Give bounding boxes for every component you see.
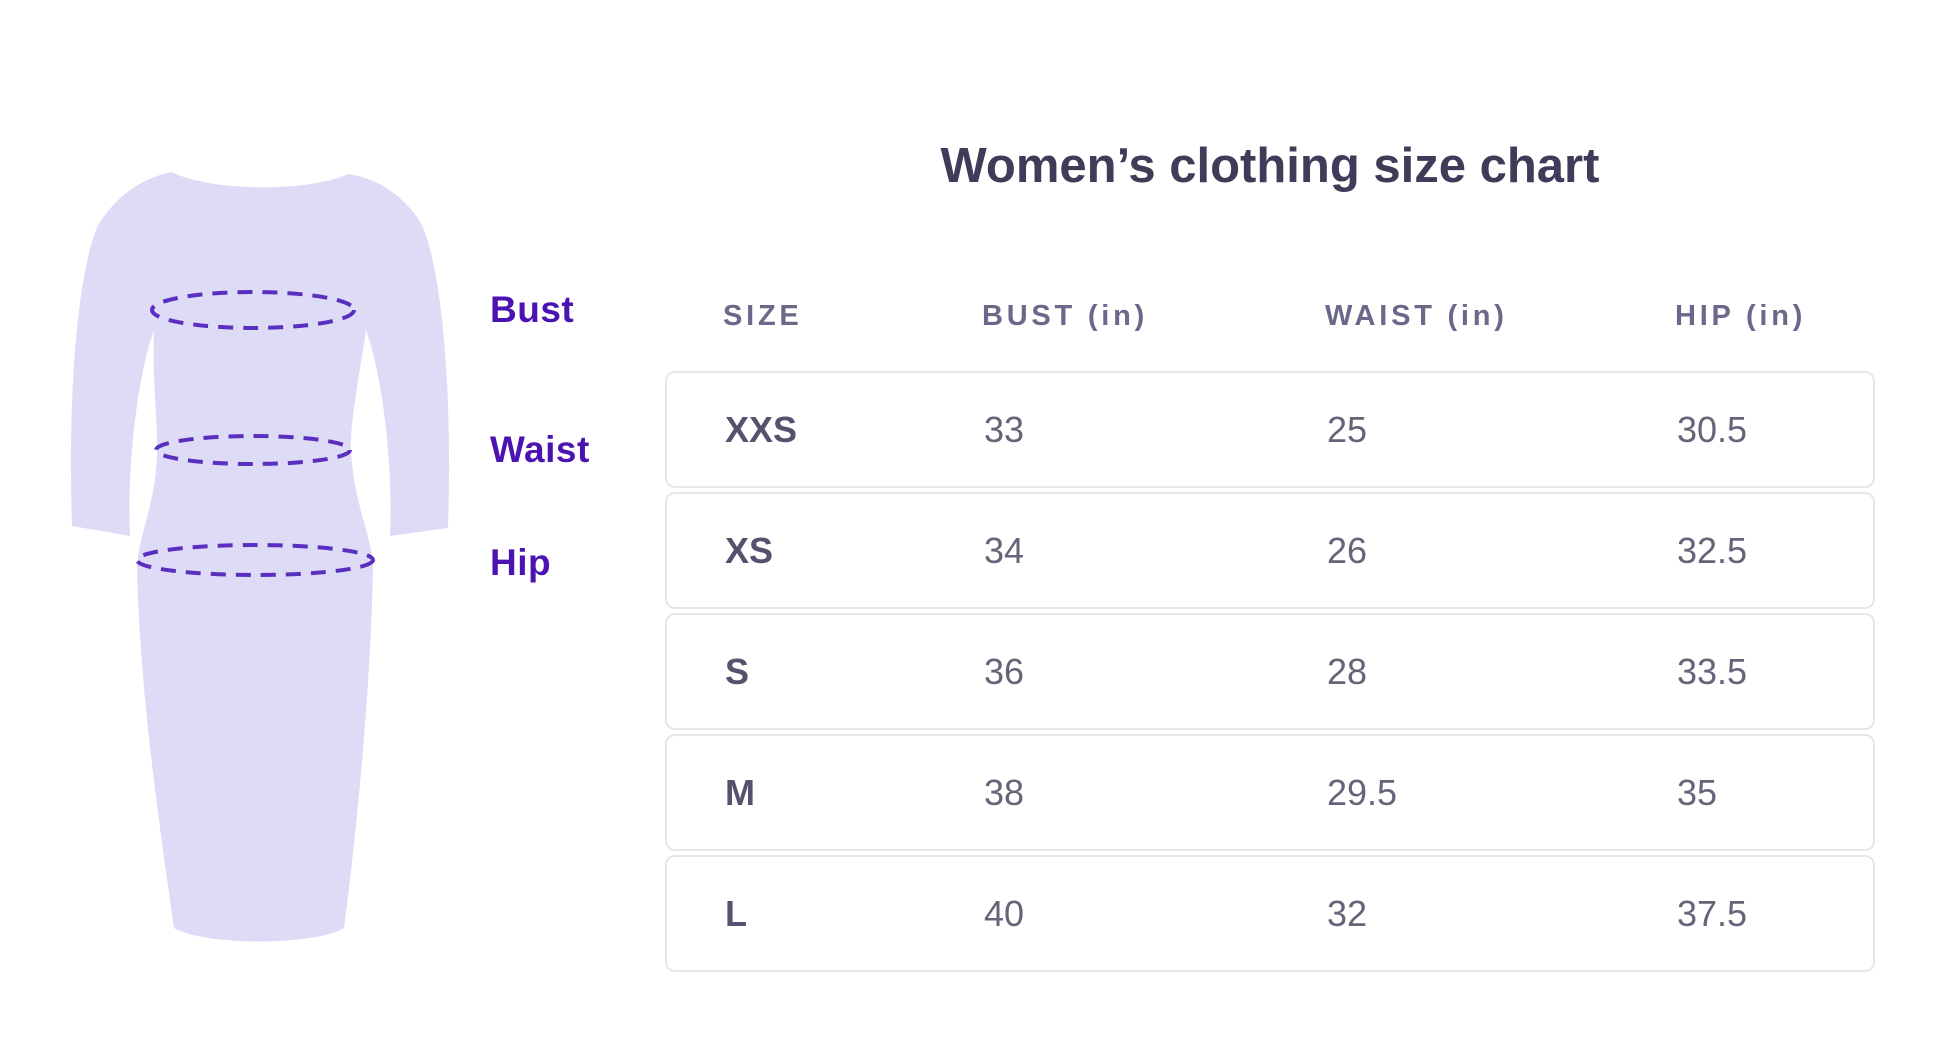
table-row: XXS 33 25 30.5 [665, 371, 1875, 488]
table-row: M 38 29.5 35 [665, 734, 1875, 851]
measurement-label-bust: Bust [490, 289, 575, 330]
measurement-label-hip: Hip [490, 542, 552, 583]
measurement-label-waist: Waist [490, 429, 590, 470]
column-header-hip: HIP (in) [1675, 299, 1807, 332]
table-row: L 40 32 37.5 [665, 855, 1875, 972]
hip-cell: 37.5 [1677, 892, 1748, 934]
waist-cell: 29.5 [1327, 771, 1398, 813]
hip-cell: 32.5 [1677, 529, 1748, 571]
bust-cell: 38 [984, 771, 1025, 813]
dress-silhouette [70, 172, 450, 942]
size-cell: M [725, 771, 755, 813]
waist-measure-line [154, 434, 352, 466]
table-row: XS 34 26 32.5 [665, 492, 1875, 609]
size-cell: S [725, 650, 750, 692]
hip-measure-line [135, 543, 375, 577]
column-header-size: SIZE [723, 299, 803, 332]
bust-cell: 40 [984, 892, 1025, 934]
hip-cell: 35 [1677, 771, 1718, 813]
hip-cell: 33.5 [1677, 650, 1748, 692]
column-header-bust: BUST (in) [982, 299, 1149, 332]
size-cell: XXS [725, 408, 798, 450]
table-row: S 36 28 33.5 [665, 613, 1875, 730]
bust-cell: 36 [984, 650, 1025, 692]
bust-cell: 33 [984, 408, 1025, 450]
bust-measure-line [150, 290, 356, 330]
dress-diagram [70, 172, 450, 942]
waist-cell: 28 [1327, 650, 1368, 692]
size-cell: XS [725, 529, 774, 571]
table-header-row: SIZE BUST (in) WAIST (in) HIP (in) [665, 292, 1875, 340]
size-table: XXS 33 25 30.5 XS 34 26 32.5 S 36 28 33.… [665, 371, 1875, 976]
waist-cell: 25 [1327, 408, 1368, 450]
page-title: Women’s clothing size chart [940, 139, 1600, 193]
hip-cell: 30.5 [1677, 408, 1748, 450]
bust-cell: 34 [984, 529, 1025, 571]
column-header-waist: WAIST (in) [1325, 299, 1508, 332]
waist-cell: 26 [1327, 529, 1368, 571]
waist-cell: 32 [1327, 892, 1368, 934]
size-cell: L [725, 892, 747, 934]
